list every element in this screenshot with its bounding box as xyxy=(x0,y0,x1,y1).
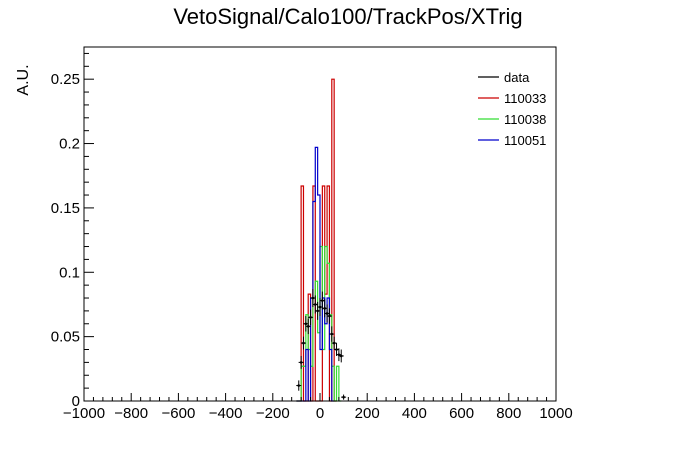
y-tick-label: 0.1 xyxy=(59,264,80,281)
data-point xyxy=(342,395,345,399)
x-tick-label: −800 xyxy=(114,405,148,422)
legend-label-110038: 110038 xyxy=(504,112,546,127)
y-tick-label: 0.2 xyxy=(59,136,80,153)
legend-label-110051: 110051 xyxy=(504,133,546,148)
legend: data 110033 110038 110051 xyxy=(478,70,546,148)
data-point xyxy=(328,314,331,318)
data-point xyxy=(311,296,315,300)
x-tick-label: −600 xyxy=(162,405,196,422)
data-point xyxy=(335,348,338,351)
x-tick-label: −400 xyxy=(209,405,243,422)
data-point xyxy=(318,305,322,309)
chart-title: VetoSignal/Calo100/TrackPos/XTrig xyxy=(173,4,522,29)
data-point xyxy=(332,341,336,345)
data-point xyxy=(339,354,343,358)
data-point xyxy=(309,316,312,319)
y-axis-label: A.U. xyxy=(15,64,32,95)
x-tick-label: 400 xyxy=(402,405,427,422)
x-tick-label: 800 xyxy=(496,405,521,422)
plot-area xyxy=(296,78,347,402)
data-point xyxy=(321,299,324,302)
data-point xyxy=(297,384,301,387)
data-point xyxy=(299,361,303,364)
data-point xyxy=(323,307,327,310)
x-tick-label: 0 xyxy=(316,405,324,422)
series-110033-histogram xyxy=(296,78,337,402)
x-tick-label: 1000 xyxy=(539,405,572,422)
series-110051-histogram xyxy=(296,146,335,402)
y-tick-label: 0.05 xyxy=(51,329,80,346)
legend-label-data: data xyxy=(504,70,530,85)
x-tick-label: 200 xyxy=(355,405,380,422)
y-tick-label: 0.25 xyxy=(51,71,80,88)
y-tick-label: 0.15 xyxy=(51,200,80,217)
data-point xyxy=(313,303,317,306)
x-tick-label: 600 xyxy=(449,405,474,422)
data-point xyxy=(316,309,319,313)
data-point xyxy=(330,332,334,336)
axes: −1000 −800 −600 −400 −200 0 200 400 600 800 1000 0 0… xyxy=(51,46,573,422)
data-point xyxy=(337,353,341,356)
data-point xyxy=(306,325,310,328)
data-point xyxy=(304,322,308,326)
legend-label-110033: 110033 xyxy=(504,91,546,106)
x-tick-label: −200 xyxy=(256,405,290,422)
x-tick-label: −1000 xyxy=(63,405,105,422)
data-point xyxy=(325,312,329,315)
data-point xyxy=(302,341,305,345)
y-tick-label: 0 xyxy=(72,393,80,410)
